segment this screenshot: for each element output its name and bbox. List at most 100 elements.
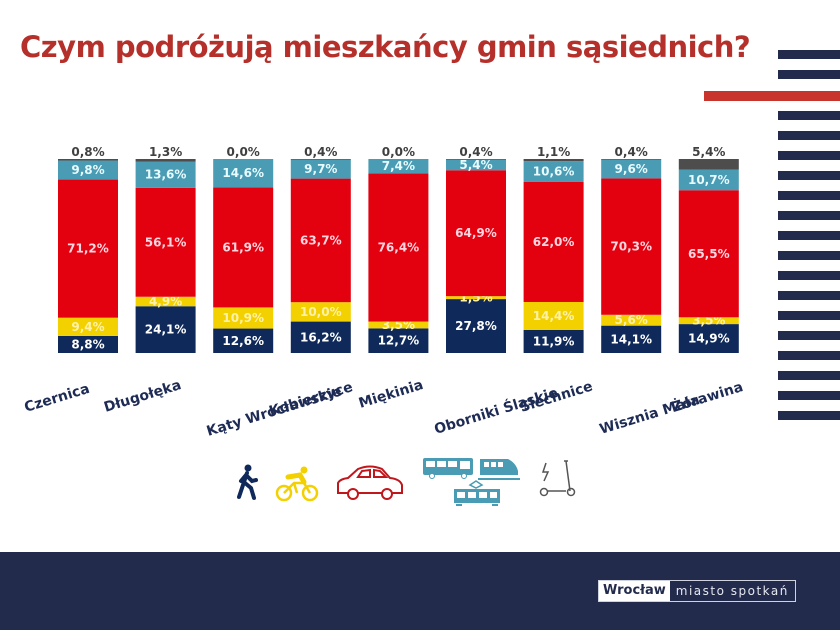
e-scooter-icon bbox=[539, 460, 576, 497]
data-label-other: 5,4% bbox=[692, 145, 725, 159]
data-label-bike: 10,0% bbox=[300, 305, 342, 319]
data-label-car: 63,7% bbox=[300, 233, 342, 247]
data-label-car: 64,9% bbox=[455, 226, 497, 240]
bar-segment-walk bbox=[368, 328, 429, 353]
bar-segment-public_transport bbox=[446, 159, 506, 171]
data-label-walk: 11,9% bbox=[533, 334, 575, 348]
bike-icon bbox=[275, 466, 319, 502]
data-label-walk: 27,8% bbox=[455, 319, 497, 333]
data-label-public_transport: 10,6% bbox=[533, 164, 575, 178]
dark-stripe bbox=[778, 331, 840, 340]
data-label-public_transport: 9,7% bbox=[304, 162, 337, 176]
dark-stripe bbox=[778, 171, 840, 180]
bar-segment-car bbox=[446, 170, 506, 297]
bar-segment-car bbox=[58, 179, 118, 318]
bar-segment-public_transport bbox=[58, 160, 118, 180]
bar-segment-public_transport bbox=[368, 159, 429, 174]
bar-segment-public_transport bbox=[135, 161, 196, 188]
bar-segment-walk bbox=[446, 299, 506, 353]
bar-segment-other bbox=[678, 159, 739, 170]
data-label-walk: 24,1% bbox=[145, 323, 187, 337]
bus-icon bbox=[423, 458, 473, 479]
category-label: Kobierzyce bbox=[267, 379, 354, 420]
bar-segment-walk bbox=[213, 328, 274, 353]
data-label-public_transport: 9,8% bbox=[71, 163, 104, 177]
bar-segment-car bbox=[135, 187, 196, 297]
dark-stripe bbox=[778, 311, 840, 320]
bar-segment-bike bbox=[213, 307, 274, 329]
data-label-car: 56,1% bbox=[145, 235, 187, 249]
bar-group: 16,2% 10,0% 63,7% 9,7% 0,4% bbox=[290, 145, 351, 353]
data-label-bike: 9,4% bbox=[71, 320, 104, 334]
category-label: Oborniki Śląskie bbox=[432, 383, 560, 438]
logo-main: Wrocław bbox=[599, 581, 670, 601]
dark-stripe bbox=[778, 231, 840, 240]
bar-segment-car bbox=[523, 181, 584, 302]
footer-bar bbox=[0, 552, 840, 630]
data-label-bike: 14,4% bbox=[533, 309, 575, 323]
stacked-bar-chart: 8,8% 9,4% 71,2% 9,8% 0,8% Czernica 24,1% 4,9% 56… bbox=[22, 145, 745, 440]
dark-stripe bbox=[778, 371, 840, 380]
bar-segment-bike bbox=[58, 317, 118, 336]
bar-group: 8,8% 9,4% 71,2% 9,8% 0,8% bbox=[58, 145, 118, 353]
data-label-car: 61,9% bbox=[222, 240, 264, 254]
bar-segment-other bbox=[523, 159, 584, 162]
bar-segment-bike bbox=[523, 301, 584, 330]
bar-group: 27,8%1,5%64,9%5,4%0,4% bbox=[446, 145, 506, 353]
dark-stripe bbox=[778, 111, 840, 120]
dark-stripe bbox=[778, 391, 840, 400]
dark-stripe bbox=[778, 271, 840, 280]
red-stripe bbox=[704, 91, 840, 101]
walk-icon bbox=[237, 464, 258, 500]
bar-group: 14,1% 5,6% 70,3% 9,6% 0,4% bbox=[601, 145, 662, 353]
tram-icon bbox=[454, 480, 500, 506]
wroclaw-logo: Wrocław miasto spotkań bbox=[598, 580, 796, 602]
bar-segment-car bbox=[213, 187, 274, 308]
bar-segment-bike bbox=[368, 321, 429, 329]
bar-segment-walk bbox=[678, 324, 739, 353]
dark-stripe bbox=[778, 50, 840, 59]
data-label-other: 1,1% bbox=[537, 145, 570, 159]
train-icon bbox=[478, 459, 520, 480]
bar-segment-other bbox=[135, 159, 196, 162]
data-label-public_transport: 7,4% bbox=[382, 159, 415, 173]
bar-segment-car bbox=[290, 178, 351, 303]
dark-stripe bbox=[778, 191, 840, 200]
bar-segment-other bbox=[58, 159, 118, 161]
data-label-bike: 5,6% bbox=[615, 313, 648, 327]
dark-stripe bbox=[778, 251, 840, 260]
data-label-bike: 4,9% bbox=[149, 294, 182, 308]
bar-segment-car bbox=[601, 178, 662, 315]
bar-group: 12,6% 10,9% 61,9% 14,6% 0,0% bbox=[213, 145, 274, 353]
data-label-public_transport: 14,6% bbox=[222, 166, 264, 180]
data-label-public_transport: 13,6% bbox=[145, 168, 187, 182]
category-label: Długołęka bbox=[102, 377, 183, 416]
bar-segment-bike bbox=[446, 296, 506, 300]
bar-segment-bike bbox=[601, 314, 662, 326]
bar-group: 14,9%3,5%65,5%10,7%5,4% bbox=[678, 145, 739, 353]
bar-segment-walk bbox=[601, 325, 662, 353]
data-label-other: 0,0% bbox=[382, 145, 415, 159]
data-label-walk: 14,1% bbox=[610, 332, 652, 346]
data-label-other: 0,0% bbox=[227, 145, 260, 159]
bar-group: 11,9% 14,4% 62,0% 10,6% 1,1% bbox=[523, 145, 584, 353]
decorative-stripes bbox=[704, 50, 840, 420]
data-label-car: 70,3% bbox=[610, 240, 652, 254]
category-label: Miękinia bbox=[357, 377, 425, 412]
bar-group: 24,1% 4,9% 56,1% 13,6% 1,3% bbox=[135, 145, 196, 353]
data-label-car: 76,4% bbox=[378, 240, 420, 254]
data-label-public_transport: 9,6% bbox=[615, 162, 648, 176]
data-label-walk: 14,9% bbox=[688, 332, 730, 346]
legend-icons bbox=[237, 458, 576, 506]
bar-segment-car bbox=[368, 173, 429, 322]
bar-segment-car bbox=[678, 190, 739, 318]
dark-stripe bbox=[778, 351, 840, 360]
bar-segment-bike bbox=[135, 296, 196, 307]
data-label-other: 0,4% bbox=[615, 145, 648, 159]
category-label: Siechnice bbox=[518, 379, 595, 416]
car-icon bbox=[337, 465, 403, 500]
dark-stripe bbox=[778, 411, 840, 420]
bar-segment-walk bbox=[58, 335, 118, 353]
bar-segment-public_transport bbox=[523, 161, 584, 182]
bar-segment-walk bbox=[523, 329, 584, 353]
